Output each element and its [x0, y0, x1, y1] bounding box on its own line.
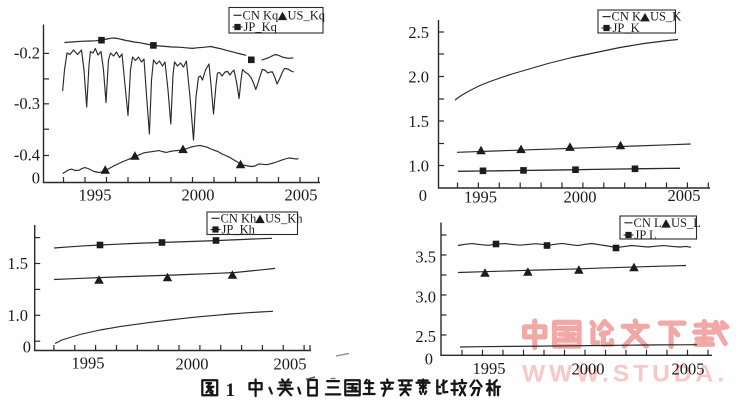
svg-text:2000: 2000: [564, 188, 597, 207]
svg-text:1: 1: [226, 380, 236, 401]
svg-text:2000: 2000: [572, 360, 605, 379]
svg-text:0: 0: [23, 338, 31, 357]
svg-text:3.0: 3.0: [415, 288, 436, 307]
svg-text:1.5: 1.5: [7, 254, 28, 273]
svg-text:CN K: CN K: [612, 10, 642, 24]
svg-text:2.0: 2.0: [408, 68, 429, 87]
svg-text:US_Kq: US_Kq: [288, 8, 326, 22]
svg-text:2005: 2005: [285, 186, 318, 205]
svg-text:US_L: US_L: [671, 216, 701, 230]
svg-text:-0.3: -0.3: [14, 94, 40, 113]
svg-text:1995: 1995: [72, 354, 105, 373]
svg-text:JP_Kq: JP_Kq: [244, 20, 278, 34]
svg-text:2000: 2000: [182, 186, 215, 205]
svg-text:2000: 2000: [176, 355, 209, 374]
svg-text:0: 0: [419, 186, 427, 205]
svg-text:1995: 1995: [464, 188, 497, 207]
svg-text:CN Kq: CN Kq: [243, 8, 280, 22]
svg-text:0: 0: [425, 350, 433, 369]
svg-text:1.0: 1.0: [7, 306, 28, 325]
svg-text:-0.2: -0.2: [14, 44, 40, 63]
svg-text:-0.4: -0.4: [14, 146, 40, 165]
svg-text:1995: 1995: [473, 359, 506, 378]
svg-text:1.5: 1.5: [408, 112, 429, 131]
svg-text:CN Kh: CN Kh: [221, 211, 258, 225]
svg-text:WWW.STUDA.: WWW.STUDA.: [522, 361, 728, 388]
svg-text:2005: 2005: [274, 355, 307, 374]
svg-text:1995: 1995: [79, 186, 112, 205]
svg-text:2.5: 2.5: [415, 327, 436, 346]
svg-text:JP_Kh: JP_Kh: [222, 223, 256, 237]
svg-text:2.5: 2.5: [408, 23, 429, 42]
svg-text:JP L: JP L: [635, 228, 657, 242]
svg-text:0: 0: [32, 169, 40, 188]
svg-text:2005: 2005: [668, 186, 701, 205]
svg-text:1.0: 1.0: [408, 157, 429, 176]
svg-text:US_K: US_K: [650, 10, 681, 24]
svg-text:US_Kh: US_Kh: [265, 211, 303, 225]
svg-text:2005: 2005: [672, 360, 705, 379]
svg-text:3.5: 3.5: [415, 248, 436, 267]
svg-text:CN L: CN L: [634, 216, 662, 230]
svg-text:JP_K: JP_K: [613, 21, 640, 35]
